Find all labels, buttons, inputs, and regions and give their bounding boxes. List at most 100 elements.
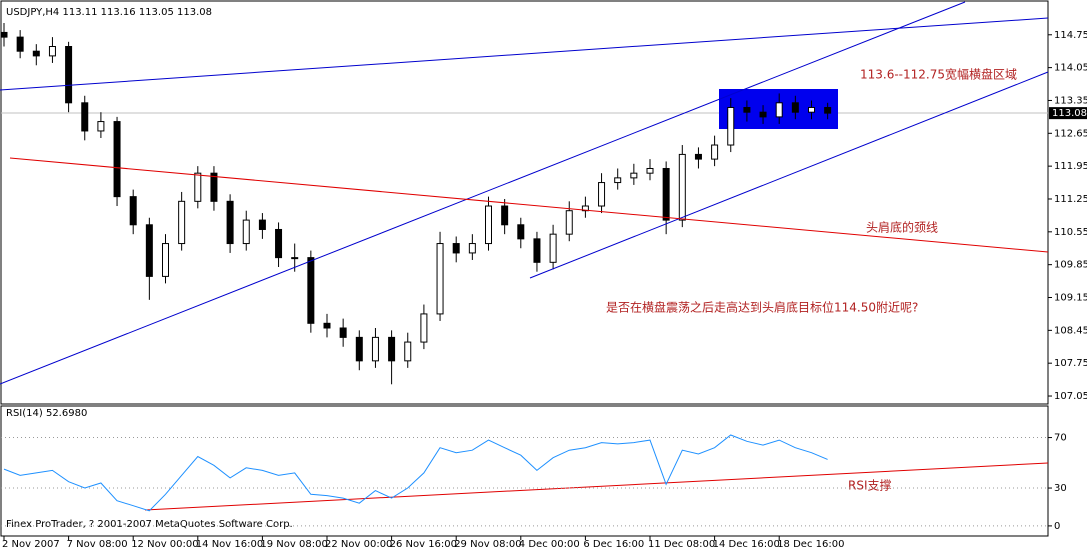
x-tick-label: 2 Nov 2007 bbox=[2, 539, 60, 550]
x-tick-label: 4 Dec 00:00 bbox=[519, 539, 580, 550]
candle-body bbox=[678, 153, 686, 221]
annotation: 头肩底的颈线 bbox=[866, 220, 938, 235]
rsi-support bbox=[144, 462, 1049, 511]
annotation: RSI支撑 bbox=[848, 478, 892, 493]
candle-body bbox=[468, 243, 476, 254]
candle-body bbox=[808, 106, 815, 113]
candle-body bbox=[501, 205, 509, 226]
rsi-title: RSI(14) 52.6980 bbox=[6, 408, 87, 419]
rsi-line bbox=[3, 434, 828, 512]
candle-body bbox=[598, 182, 606, 207]
candle-body bbox=[113, 121, 121, 198]
candle-body bbox=[775, 102, 783, 118]
annotation: 113.6--112.75宽幅横盘区域 bbox=[860, 67, 1017, 82]
price-panel bbox=[0, 0, 1049, 405]
x-tick-label: 11 Dec 08:00 bbox=[648, 539, 715, 550]
candle-body bbox=[210, 172, 218, 202]
candle-body bbox=[371, 336, 379, 362]
trend-line bbox=[0, 17, 1049, 91]
candle-body bbox=[32, 50, 40, 57]
candle-body bbox=[711, 144, 719, 160]
candle-body bbox=[549, 233, 557, 263]
candle-body bbox=[97, 121, 105, 132]
y-tick-label: 107.75 bbox=[1054, 358, 1087, 369]
x-tick-label: 22 Nov 00:00 bbox=[325, 539, 392, 550]
x-tick-label: 14 Dec 16:00 bbox=[713, 539, 780, 550]
candle-body bbox=[194, 172, 202, 202]
candle-body bbox=[48, 46, 56, 57]
candle-body bbox=[452, 243, 460, 254]
candle-body bbox=[533, 238, 541, 263]
candle-body bbox=[258, 219, 266, 230]
candle-body bbox=[81, 102, 89, 132]
y-tick-label: 109.85 bbox=[1054, 260, 1087, 271]
candles bbox=[0, 23, 832, 385]
y-tick-label: 113.35 bbox=[1054, 95, 1087, 106]
candle-body bbox=[662, 167, 670, 221]
candle-body bbox=[759, 111, 767, 118]
candle-body bbox=[65, 46, 73, 104]
candle-body bbox=[0, 31, 8, 38]
y-tick-label: 111.25 bbox=[1054, 194, 1087, 205]
candle-body bbox=[404, 341, 412, 362]
x-tick-label: 6 Dec 16:00 bbox=[583, 539, 644, 550]
candle-body bbox=[630, 172, 638, 179]
candle-body bbox=[436, 243, 444, 315]
rsi-panel bbox=[0, 405, 1049, 537]
candle-body bbox=[226, 200, 234, 245]
candle-body bbox=[824, 106, 832, 114]
x-tick-label: 29 Nov 08:00 bbox=[454, 539, 521, 550]
y-tick-label: 30 bbox=[1054, 483, 1067, 494]
candle-body bbox=[339, 327, 347, 338]
neckline bbox=[9, 157, 1049, 253]
channel-upper bbox=[0, 1, 966, 385]
candle-body bbox=[162, 243, 169, 277]
candle-body bbox=[388, 336, 396, 362]
candle-body bbox=[178, 200, 186, 245]
candle-body bbox=[355, 336, 363, 362]
price-label: 113.08 bbox=[1052, 108, 1087, 119]
candle-body bbox=[694, 153, 702, 160]
candle-body bbox=[291, 257, 299, 260]
y-tick-label: 107.05 bbox=[1054, 391, 1087, 402]
candle-body bbox=[129, 196, 137, 226]
x-tick-label: 18 Dec 16:00 bbox=[777, 539, 844, 550]
candle-body bbox=[614, 177, 622, 184]
x-tick-label: 7 Nov 08:00 bbox=[67, 539, 128, 550]
y-tick-label: 111.95 bbox=[1054, 161, 1087, 172]
candle-body bbox=[791, 102, 799, 113]
candle-body bbox=[323, 322, 331, 329]
x-tick-label: 19 Nov 08:00 bbox=[260, 539, 327, 550]
annotation: 是否在横盘震荡之后走高达到头肩底目标位114.50附近呢? bbox=[606, 300, 918, 315]
candle-body bbox=[420, 313, 428, 343]
y-tick-label: 108.45 bbox=[1054, 325, 1087, 336]
candle-body bbox=[145, 224, 153, 277]
y-tick-label: 70 bbox=[1054, 433, 1067, 444]
x-tick-label: 12 Nov 00:00 bbox=[131, 539, 198, 550]
y-tick-label: 0 bbox=[1054, 521, 1060, 532]
y-tick-label: 114.75 bbox=[1054, 30, 1087, 41]
candle-body bbox=[727, 106, 735, 146]
candle-body bbox=[242, 219, 250, 245]
y-tick-label: 112.65 bbox=[1054, 128, 1087, 139]
channel-lower bbox=[529, 71, 1049, 279]
footer: Finex ProTrader, ? 2001-2007 MetaQuotes … bbox=[6, 519, 293, 530]
y-tick-label: 109.15 bbox=[1054, 293, 1087, 304]
candle-body bbox=[565, 210, 573, 235]
x-tick-label: 14 Nov 16:00 bbox=[196, 539, 263, 550]
y-tick-label: 110.55 bbox=[1054, 227, 1087, 238]
candle-body bbox=[16, 36, 24, 52]
candle-body bbox=[581, 205, 589, 212]
candle-body bbox=[485, 205, 492, 245]
y-tick-label: 114.05 bbox=[1054, 63, 1087, 74]
candle-body bbox=[275, 228, 283, 259]
candle-body bbox=[743, 106, 751, 113]
chart-title: USDJPY,H4 113.11 113.16 113.05 113.08 bbox=[6, 7, 212, 18]
candle-body bbox=[307, 257, 315, 324]
candle-body bbox=[646, 167, 654, 174]
price-label-box bbox=[1049, 107, 1087, 120]
x-tick-label: 26 Nov 16:00 bbox=[390, 539, 457, 550]
candle-body bbox=[517, 224, 525, 240]
